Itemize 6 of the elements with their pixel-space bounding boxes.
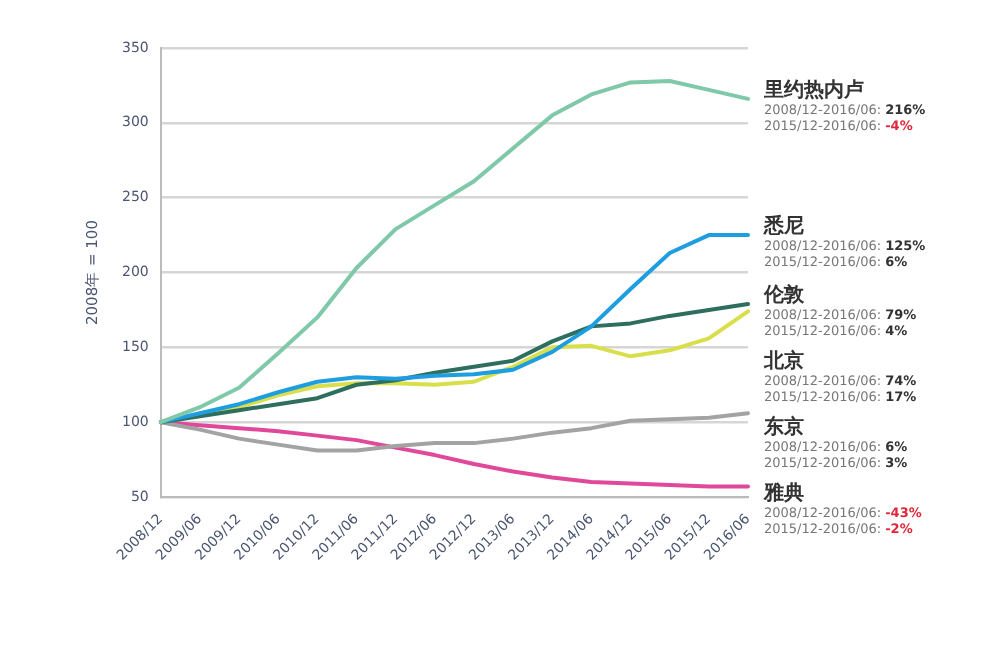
series-label: 伦敦: [762, 283, 806, 308]
text: 北京: [762, 349, 804, 374]
series-label: 悉尼: [762, 214, 804, 239]
series-label: 东京: [762, 415, 804, 440]
series-label: 雅典: [762, 481, 804, 506]
series-label: 里约热内卢: [762, 78, 864, 103]
